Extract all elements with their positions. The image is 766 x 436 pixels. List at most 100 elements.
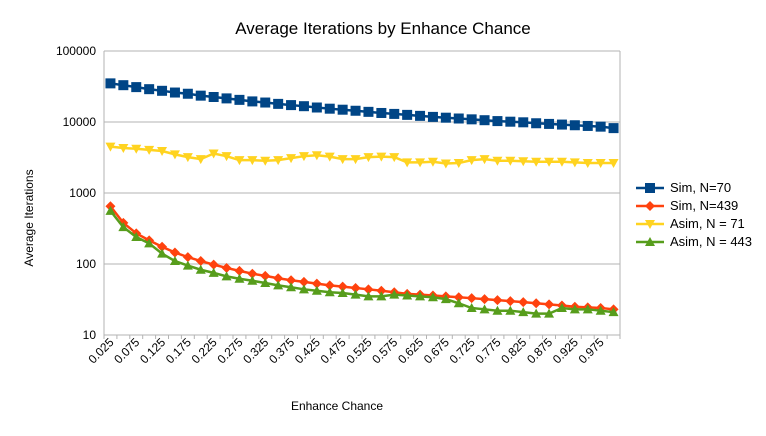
data-point bbox=[415, 110, 426, 121]
data-point bbox=[157, 241, 168, 252]
data-point bbox=[221, 262, 232, 273]
data-point bbox=[273, 98, 284, 109]
data-point bbox=[505, 296, 516, 307]
x-tick-label: 0.925 bbox=[550, 335, 581, 366]
data-point bbox=[376, 107, 387, 118]
y-tick-label: 100 bbox=[76, 257, 96, 271]
data-point bbox=[556, 303, 567, 313]
x-tick-label: 0.875 bbox=[524, 335, 555, 366]
data-point bbox=[195, 264, 206, 274]
x-tick-label: 0.225 bbox=[189, 335, 220, 366]
data-point bbox=[453, 113, 464, 124]
x-tick-label: 0.075 bbox=[111, 335, 142, 366]
data-point bbox=[376, 152, 387, 162]
data-point bbox=[208, 91, 219, 102]
data-point bbox=[182, 88, 193, 99]
data-point bbox=[131, 232, 142, 242]
legend-label: Sim, N=70 bbox=[670, 180, 731, 195]
data-point bbox=[453, 292, 464, 303]
data-point bbox=[505, 156, 516, 166]
data-point bbox=[144, 238, 155, 248]
axes: 100000100001000100100.0250.0750.1250.175… bbox=[56, 44, 621, 366]
data-point bbox=[234, 156, 245, 166]
series-2 bbox=[105, 201, 619, 315]
data-point bbox=[221, 271, 232, 281]
data-point bbox=[389, 153, 400, 163]
data-point bbox=[195, 155, 206, 165]
data-point bbox=[492, 156, 503, 166]
data-point bbox=[569, 158, 580, 168]
legend-item: Asim, N = 71 bbox=[636, 216, 745, 231]
data-point bbox=[311, 285, 322, 295]
data-point bbox=[608, 158, 619, 168]
y-tick-label: 10 bbox=[83, 328, 97, 342]
data-point bbox=[260, 156, 271, 166]
data-point bbox=[544, 157, 555, 167]
data-point bbox=[595, 121, 606, 132]
data-point bbox=[118, 144, 129, 154]
data-point bbox=[595, 305, 606, 315]
data-point bbox=[427, 292, 438, 302]
data-point bbox=[427, 157, 438, 167]
data-point bbox=[518, 117, 529, 128]
data-point bbox=[208, 149, 219, 159]
data-point bbox=[182, 252, 193, 263]
data-point bbox=[531, 298, 542, 309]
data-point bbox=[337, 155, 348, 165]
legend-label: Asim, N = 71 bbox=[670, 216, 745, 231]
data-point bbox=[595, 158, 606, 168]
data-point bbox=[286, 275, 297, 286]
data-point bbox=[363, 291, 374, 301]
data-point bbox=[311, 151, 322, 161]
data-point bbox=[311, 278, 322, 289]
data-point bbox=[582, 120, 593, 131]
data-point bbox=[479, 155, 490, 165]
y-tick-label: 100000 bbox=[56, 44, 96, 58]
data-point bbox=[208, 259, 219, 270]
data-point bbox=[337, 281, 348, 292]
data-point bbox=[118, 80, 129, 91]
legend-item: Sim, N=70 bbox=[636, 180, 731, 195]
series-line bbox=[110, 82, 614, 130]
data-point bbox=[298, 152, 309, 162]
data-point bbox=[105, 205, 116, 215]
x-tick-label: 0.175 bbox=[163, 335, 194, 366]
data-point bbox=[363, 153, 374, 163]
data-point bbox=[286, 154, 297, 164]
series-3 bbox=[105, 142, 619, 169]
data-point bbox=[157, 248, 168, 258]
x-tick-label: 0.725 bbox=[447, 335, 478, 366]
data-point bbox=[247, 156, 258, 166]
data-point bbox=[363, 106, 374, 117]
data-point bbox=[505, 305, 516, 315]
data-point bbox=[363, 284, 374, 295]
data-point bbox=[298, 284, 309, 294]
x-tick-label: 0.125 bbox=[137, 335, 168, 366]
data-point bbox=[518, 297, 529, 308]
x-tick-label: 0.275 bbox=[214, 335, 245, 366]
data-point bbox=[105, 142, 116, 152]
legend-marker bbox=[645, 201, 655, 211]
series-line bbox=[110, 145, 614, 165]
data-point bbox=[389, 108, 400, 119]
y-axis-label: Average Iterations bbox=[22, 169, 36, 266]
legend-label: Asim, N = 443 bbox=[670, 234, 752, 249]
x-tick-label: 0.825 bbox=[498, 335, 529, 366]
data-point bbox=[324, 287, 335, 297]
series-1 bbox=[105, 78, 619, 134]
data-point bbox=[169, 87, 180, 98]
x-tick-label: 0.425 bbox=[292, 335, 323, 366]
data-point bbox=[105, 78, 116, 89]
data-point bbox=[337, 104, 348, 115]
legend-label: Sim, N=439 bbox=[670, 198, 738, 213]
data-point bbox=[195, 256, 206, 267]
data-point bbox=[544, 308, 555, 318]
data-point bbox=[286, 282, 297, 292]
data-point bbox=[157, 147, 168, 157]
x-tick-label: 0.975 bbox=[576, 335, 607, 366]
data-point bbox=[505, 116, 516, 127]
x-axis-label: Enhance Chance bbox=[291, 399, 383, 413]
data-point bbox=[350, 105, 361, 116]
data-point bbox=[608, 307, 619, 317]
